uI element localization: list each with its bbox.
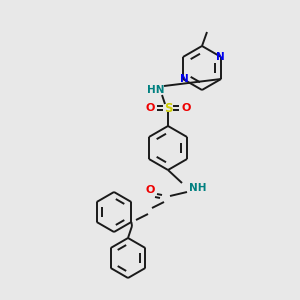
Text: N: N — [216, 52, 224, 62]
Text: O: O — [145, 185, 155, 195]
Text: O: O — [181, 103, 191, 113]
Text: NH: NH — [189, 183, 206, 193]
Text: HN: HN — [147, 85, 165, 95]
Text: S: S — [164, 101, 172, 115]
Text: N: N — [180, 74, 188, 84]
Text: O: O — [145, 103, 155, 113]
